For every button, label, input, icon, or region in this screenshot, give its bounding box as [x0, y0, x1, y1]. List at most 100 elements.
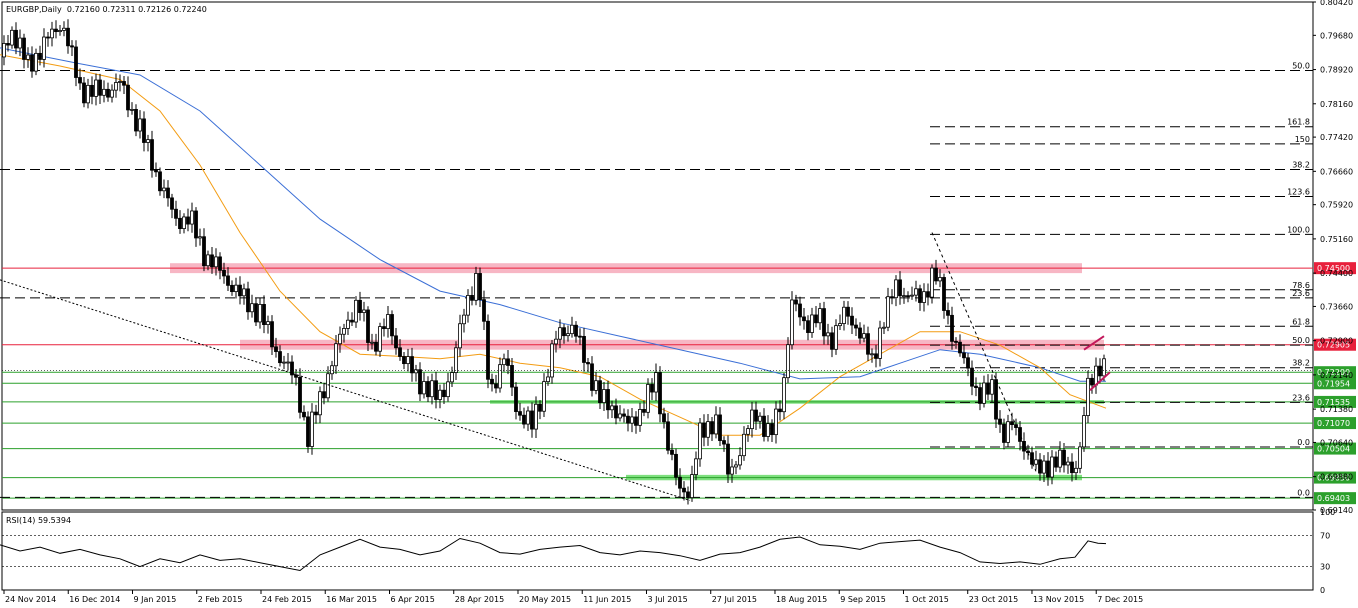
candle[interactable] [1038, 453, 1042, 481]
candle[interactable] [678, 468, 682, 498]
candle[interactable] [534, 396, 538, 439]
candle[interactable] [558, 319, 562, 349]
candle[interactable] [1042, 455, 1046, 483]
candle[interactable] [854, 318, 858, 336]
candle[interactable] [822, 301, 826, 345]
candle[interactable] [42, 28, 46, 68]
candle[interactable] [606, 380, 610, 419]
candle[interactable] [162, 179, 166, 199]
candle[interactable] [170, 193, 174, 219]
candle[interactable] [878, 320, 882, 367]
candle[interactable] [898, 271, 902, 305]
candle[interactable] [306, 411, 310, 453]
candle[interactable] [946, 302, 950, 325]
candle[interactable] [682, 481, 686, 501]
candle[interactable] [754, 401, 758, 431]
candle[interactable] [62, 21, 66, 37]
candle[interactable] [106, 82, 110, 102]
candle[interactable] [706, 414, 710, 446]
candle[interactable] [1002, 418, 1006, 450]
candle[interactable] [974, 377, 978, 397]
candle[interactable] [1082, 406, 1086, 452]
candle[interactable] [510, 358, 514, 397]
candle[interactable] [882, 322, 886, 334]
candle[interactable] [994, 372, 998, 429]
candle[interactable] [518, 402, 522, 421]
candle[interactable] [206, 250, 210, 271]
candle[interactable] [458, 314, 462, 357]
candle[interactable] [1090, 373, 1094, 394]
candle[interactable] [514, 382, 518, 420]
candle[interactable] [394, 327, 398, 355]
candle[interactable] [154, 162, 158, 177]
candle[interactable] [346, 311, 350, 336]
candle[interactable] [1098, 358, 1102, 384]
candle[interactable] [26, 47, 30, 68]
candle[interactable] [366, 306, 370, 352]
candle[interactable] [158, 167, 162, 196]
candle[interactable] [318, 386, 322, 424]
candle[interactable] [1074, 460, 1078, 481]
candle[interactable] [310, 403, 314, 455]
candle[interactable] [986, 374, 990, 400]
candle[interactable] [422, 372, 426, 399]
candle[interactable] [530, 402, 534, 438]
candle[interactable] [398, 339, 402, 361]
candle[interactable] [274, 337, 278, 358]
candle[interactable] [1050, 450, 1054, 485]
candle[interactable] [490, 373, 494, 392]
candle[interactable] [926, 283, 930, 306]
candle[interactable] [814, 305, 818, 328]
candle[interactable] [374, 333, 378, 356]
candle[interactable] [430, 373, 434, 405]
candle[interactable] [2, 35, 6, 66]
candle[interactable] [446, 372, 450, 402]
candle[interactable] [1054, 451, 1058, 472]
candle[interactable] [630, 407, 634, 433]
candle[interactable] [594, 371, 598, 395]
candle[interactable] [778, 400, 782, 421]
candle[interactable] [650, 378, 654, 401]
candle[interactable] [970, 360, 974, 396]
candle[interactable] [634, 411, 638, 434]
candle[interactable] [226, 267, 230, 292]
candle[interactable] [790, 291, 794, 350]
candle[interactable] [1078, 442, 1082, 474]
candle[interactable] [82, 76, 86, 108]
candle[interactable] [710, 416, 714, 441]
candle[interactable] [334, 334, 338, 374]
candle[interactable] [258, 297, 262, 329]
candle[interactable] [742, 426, 746, 461]
candle[interactable] [914, 280, 918, 302]
candle[interactable] [1070, 453, 1074, 482]
candle[interactable] [802, 308, 806, 330]
candle[interactable] [690, 465, 694, 502]
candle[interactable] [654, 363, 658, 402]
candle[interactable] [526, 406, 530, 432]
candle[interactable] [922, 283, 926, 312]
candle[interactable] [870, 348, 874, 363]
candle[interactable] [386, 306, 390, 338]
candle[interactable] [506, 349, 510, 375]
candle[interactable] [610, 400, 614, 419]
candle[interactable] [254, 298, 258, 327]
candle[interactable] [666, 412, 670, 455]
candle[interactable] [998, 410, 1002, 433]
candle[interactable] [86, 78, 90, 109]
candle[interactable] [586, 358, 590, 372]
candle[interactable] [110, 84, 114, 103]
candle[interactable] [934, 259, 938, 285]
candle[interactable] [278, 345, 282, 367]
candle[interactable] [730, 458, 734, 483]
candle[interactable] [482, 290, 486, 331]
candle[interactable] [150, 130, 154, 178]
candle[interactable] [938, 269, 942, 288]
candle[interactable] [78, 68, 82, 90]
candle[interactable] [722, 436, 726, 452]
candle[interactable] [134, 104, 138, 137]
candle[interactable] [978, 382, 982, 411]
candle[interactable] [270, 315, 274, 355]
candle[interactable] [694, 451, 698, 481]
candle[interactable] [942, 273, 946, 319]
